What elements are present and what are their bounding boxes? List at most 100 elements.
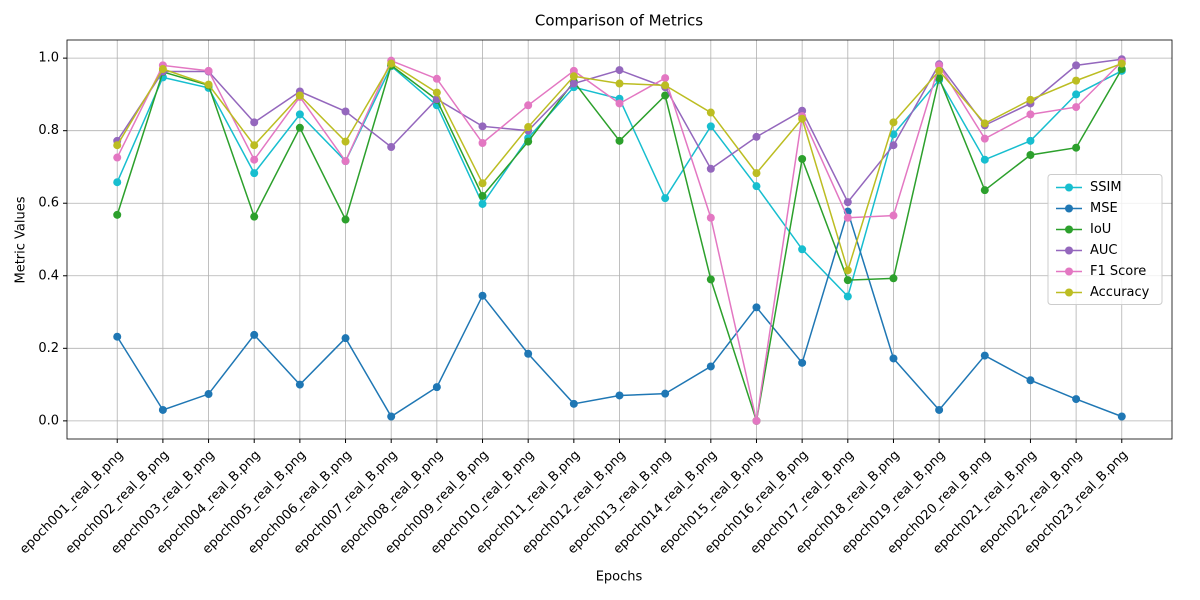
data-point — [661, 389, 670, 398]
data-point — [980, 155, 989, 164]
plot — [113, 55, 1126, 425]
legend-label: IoU — [1090, 222, 1111, 237]
data-point — [569, 399, 578, 408]
data-point — [889, 274, 898, 283]
legend-label: F1 Score — [1090, 264, 1146, 279]
data-point — [250, 330, 259, 339]
data-point — [113, 178, 122, 187]
legend-marker — [1065, 225, 1073, 234]
data-point — [1072, 143, 1081, 152]
y-tick-label: 0.0 — [38, 413, 59, 428]
data-point — [158, 405, 167, 414]
data-point — [295, 110, 304, 119]
chart-title: Comparison of Metrics — [535, 12, 703, 30]
data-point — [615, 66, 624, 75]
legend-label: AUC — [1090, 243, 1118, 258]
data-point — [341, 107, 350, 116]
data-point — [935, 74, 944, 83]
data-point — [341, 334, 350, 343]
data-point — [706, 108, 715, 117]
data-point — [935, 405, 944, 414]
data-point — [1072, 103, 1081, 112]
data-point — [661, 194, 670, 203]
data-point — [706, 213, 715, 222]
data-point — [569, 72, 578, 81]
y-tick-label: 1.0 — [38, 51, 59, 66]
legend-label: SSIM — [1090, 180, 1122, 195]
data-point — [1117, 412, 1126, 421]
data-point — [843, 198, 852, 207]
data-point — [1026, 95, 1035, 104]
data-point — [295, 380, 304, 389]
data-point — [752, 416, 761, 425]
data-point — [615, 391, 624, 400]
data-point — [706, 122, 715, 131]
legend-label: Accuracy — [1090, 285, 1150, 300]
data-point — [889, 130, 898, 139]
data-point — [432, 383, 441, 392]
data-point — [1072, 395, 1081, 404]
data-point — [615, 79, 624, 88]
data-point — [706, 362, 715, 371]
y-tick-label: 0.4 — [38, 268, 59, 283]
data-point — [1026, 136, 1035, 145]
x-axis-label: Epochs — [596, 570, 643, 585]
data-point — [798, 114, 807, 123]
data-point — [843, 292, 852, 301]
data-point — [478, 122, 487, 131]
data-point — [250, 141, 259, 150]
data-point — [1026, 110, 1035, 119]
y-tick-label: 0.2 — [38, 341, 59, 356]
data-point — [432, 74, 441, 83]
data-point — [980, 134, 989, 143]
axes-frame — [66, 39, 1173, 440]
data-point — [432, 88, 441, 97]
data-point — [980, 186, 989, 195]
data-point — [889, 354, 898, 363]
data-point — [752, 169, 761, 178]
data-point — [752, 182, 761, 191]
data-point — [798, 358, 807, 367]
data-point — [341, 157, 350, 166]
data-point — [250, 169, 259, 178]
data-point — [798, 245, 807, 254]
data-point — [1026, 150, 1035, 159]
data-point — [1072, 90, 1081, 99]
data-point — [843, 213, 852, 222]
data-point — [706, 275, 715, 284]
data-point — [524, 349, 533, 358]
data-point — [158, 65, 167, 74]
legend-marker — [1065, 183, 1073, 192]
grid: 0.00.20.40.60.81.0epoch001_real_B.pngepo… — [17, 40, 1172, 557]
data-point — [980, 351, 989, 360]
data-point — [524, 137, 533, 146]
data-point — [843, 276, 852, 285]
data-point — [204, 80, 213, 89]
data-point — [250, 155, 259, 164]
legend-marker — [1065, 204, 1073, 213]
data-point — [387, 412, 396, 421]
data-point — [478, 199, 487, 208]
data-point — [113, 210, 122, 219]
y-axis-label: Metric Values — [14, 196, 29, 283]
data-point — [706, 164, 715, 173]
data-point — [478, 291, 487, 300]
data-point — [889, 211, 898, 220]
data-point — [250, 118, 259, 127]
data-point — [478, 179, 487, 188]
data-point — [1072, 61, 1081, 70]
data-point — [478, 191, 487, 200]
data-point — [524, 101, 533, 110]
data-point — [1026, 376, 1035, 385]
data-point — [295, 123, 304, 132]
data-point — [661, 74, 670, 83]
data-point — [1072, 76, 1081, 85]
data-point — [113, 153, 122, 162]
y-tick-label: 0.6 — [38, 196, 59, 211]
data-point — [798, 154, 807, 163]
data-point — [843, 266, 852, 275]
data-point — [204, 66, 213, 75]
legend-marker — [1065, 246, 1073, 255]
data-point — [935, 66, 944, 75]
